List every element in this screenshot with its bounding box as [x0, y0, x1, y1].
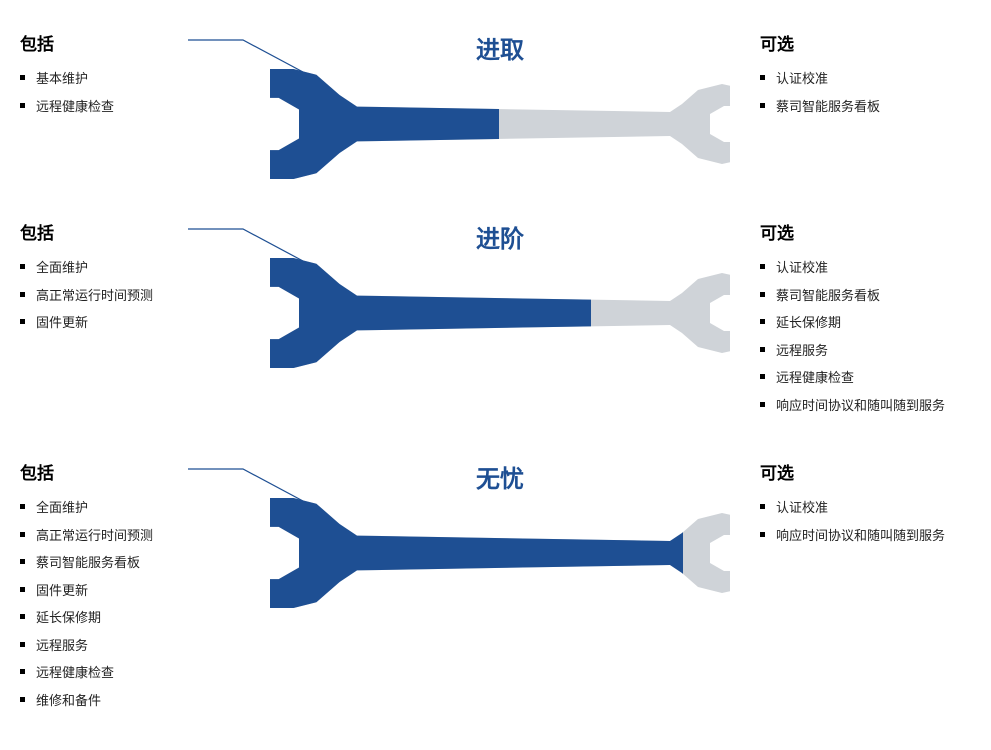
included-column: 包括基本维护远程健康检查: [20, 30, 270, 120]
list-item: 全面维护: [20, 494, 270, 522]
optional-column: 可选认证校准蔡司智能服务看板: [730, 30, 971, 120]
list-item: 固件更新: [20, 309, 270, 337]
tier-title: 无忧: [270, 459, 730, 494]
wrench-icon: [270, 498, 730, 608]
included-heading: 包括: [20, 30, 270, 55]
list-item: 固件更新: [20, 577, 270, 605]
tier-2: 包括全面维护高正常运行时间预测蔡司智能服务看板固件更新延长保修期远程服务远程健康…: [20, 459, 971, 714]
included-list: 全面维护高正常运行时间预测蔡司智能服务看板固件更新延长保修期远程服务远程健康检查…: [20, 494, 270, 714]
tier-title: 进阶: [270, 219, 730, 254]
list-item: 蔡司智能服务看板: [760, 282, 971, 310]
list-item: 认证校准: [760, 254, 971, 282]
optional-heading: 可选: [760, 30, 971, 55]
list-item: 远程健康检查: [760, 364, 971, 392]
optional-column: 可选认证校准响应时间协议和随叫随到服务: [730, 459, 971, 549]
list-item: 基本维护: [20, 65, 270, 93]
list-item: 响应时间协议和随叫随到服务: [760, 522, 971, 550]
included-list: 全面维护高正常运行时间预测固件更新: [20, 254, 270, 337]
list-item: 高正常运行时间预测: [20, 522, 270, 550]
included-column: 包括全面维护高正常运行时间预测固件更新: [20, 219, 270, 337]
list-item: 远程健康检查: [20, 93, 270, 121]
tier-title: 进取: [270, 30, 730, 65]
list-item: 认证校准: [760, 65, 971, 93]
list-item: 蔡司智能服务看板: [20, 549, 270, 577]
list-item: 认证校准: [760, 494, 971, 522]
included-list: 基本维护远程健康检查: [20, 65, 270, 120]
list-item: 远程服务: [20, 632, 270, 660]
tier-1: 包括全面维护高正常运行时间预测固件更新进阶 可选认证校准蔡司智能服务看板延长保修…: [20, 219, 971, 419]
tier-0: 包括基本维护远程健康检查进取 可选认证校准蔡司智能服务看板: [20, 30, 971, 179]
list-item: 高正常运行时间预测: [20, 282, 270, 310]
list-item: 响应时间协议和随叫随到服务: [760, 392, 971, 420]
optional-list: 认证校准蔡司智能服务看板: [760, 65, 971, 120]
wrench-graphic: [270, 258, 730, 368]
wrench-column: 进取: [270, 30, 730, 179]
list-item: 维修和备件: [20, 687, 270, 715]
list-item: 远程服务: [760, 337, 971, 365]
list-item: 全面维护: [20, 254, 270, 282]
optional-list: 认证校准响应时间协议和随叫随到服务: [760, 494, 971, 549]
wrench-icon: [270, 258, 730, 368]
included-heading: 包括: [20, 219, 270, 244]
list-item: 蔡司智能服务看板: [760, 93, 971, 121]
list-item: 延长保修期: [20, 604, 270, 632]
wrench-graphic: [270, 498, 730, 608]
optional-heading: 可选: [760, 219, 971, 244]
included-heading: 包括: [20, 459, 270, 484]
list-item: 延长保修期: [760, 309, 971, 337]
list-item: 远程健康检查: [20, 659, 270, 687]
optional-column: 可选认证校准蔡司智能服务看板延长保修期远程服务远程健康检查响应时间协议和随叫随到…: [730, 219, 971, 419]
optional-list: 认证校准蔡司智能服务看板延长保修期远程服务远程健康检查响应时间协议和随叫随到服务: [760, 254, 971, 419]
wrench-icon: [270, 69, 730, 179]
included-column: 包括全面维护高正常运行时间预测蔡司智能服务看板固件更新延长保修期远程服务远程健康…: [20, 459, 270, 714]
wrench-column: 进阶: [270, 219, 730, 368]
wrench-graphic: [270, 69, 730, 179]
optional-heading: 可选: [760, 459, 971, 484]
wrench-column: 无忧: [270, 459, 730, 608]
